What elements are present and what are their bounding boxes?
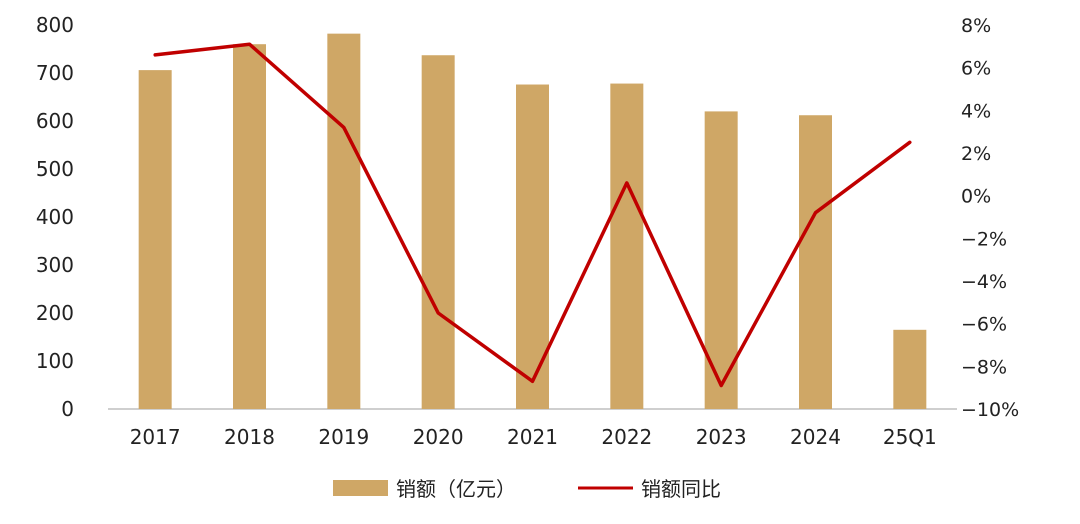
right-tick-label: −4% xyxy=(961,271,1007,293)
left-tick-label: 100 xyxy=(36,349,74,373)
right-tick-label: 2% xyxy=(961,143,991,165)
bar-2017 xyxy=(138,70,172,410)
right-tick-label: −10% xyxy=(961,399,1019,421)
left-tick-label: 200 xyxy=(36,301,74,325)
left-axis-ticks: 0 100 200 300 400 500 600 700 800 xyxy=(36,13,74,421)
x-tick-label: 2022 xyxy=(601,425,652,449)
x-tick-label: 2020 xyxy=(413,425,464,449)
bar-25Q1 xyxy=(893,329,927,409)
left-tick-label: 700 xyxy=(36,61,74,85)
bar-2018 xyxy=(233,44,266,409)
x-tick-label: 2018 xyxy=(224,425,275,449)
right-tick-label: 8% xyxy=(961,15,991,37)
right-axis-ticks: 8% 6% 4% 2% 0% −2% −4% −6% −8% −10% xyxy=(961,15,1019,421)
x-axis-ticks: 2017 2018 2019 2020 2021 2022 2023 2024 25Q1 xyxy=(130,425,937,449)
left-tick-label: 300 xyxy=(36,253,74,277)
right-tick-label: −8% xyxy=(961,356,1007,378)
left-tick-label: 400 xyxy=(36,205,74,229)
legend-bar-label: 销额（亿元） xyxy=(396,477,516,501)
right-tick-label: −2% xyxy=(961,228,1007,250)
bar-2020 xyxy=(421,55,455,410)
bar-series xyxy=(138,33,927,410)
left-tick-label: 500 xyxy=(36,157,74,181)
right-tick-label: −6% xyxy=(961,314,1007,336)
x-tick-label: 25Q1 xyxy=(883,425,937,449)
x-tick-label: 2019 xyxy=(318,425,369,449)
legend: 销额（亿元） 销额同比 xyxy=(333,477,721,501)
right-tick-label: 0% xyxy=(961,186,991,208)
right-tick-label: 4% xyxy=(961,100,991,122)
x-tick-label: 2021 xyxy=(507,425,558,449)
left-tick-label: 0 xyxy=(61,397,74,421)
right-tick-label: 6% xyxy=(961,58,991,80)
legend-bar-swatch xyxy=(333,480,388,496)
line-series xyxy=(153,42,912,388)
left-tick-label: 800 xyxy=(36,13,74,37)
x-tick-label: 2023 xyxy=(696,425,747,449)
bar-2024 xyxy=(799,115,832,410)
x-tick-label: 2017 xyxy=(130,425,181,449)
legend-line-label: 销额同比 xyxy=(641,477,721,501)
left-tick-label: 600 xyxy=(36,109,74,133)
x-tick-label: 2024 xyxy=(790,425,841,449)
bar-2019 xyxy=(327,33,361,409)
bar-2022 xyxy=(610,83,644,409)
